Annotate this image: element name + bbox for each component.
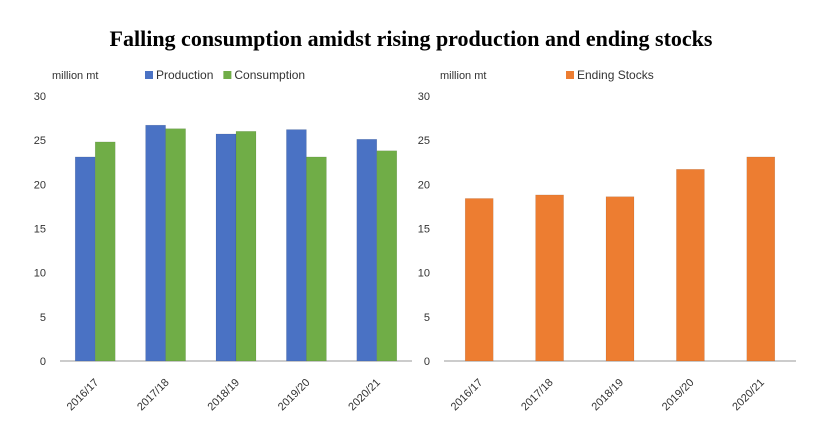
y-tick-label: 0 bbox=[40, 356, 46, 368]
x-tick-label: 2020/21 bbox=[346, 377, 383, 414]
x-tick-label: 2020/21 bbox=[730, 377, 767, 414]
bar-ending-stocks bbox=[535, 194, 564, 362]
y-tick-label: 5 bbox=[424, 312, 430, 324]
x-tick-label: 2016/17 bbox=[65, 377, 102, 414]
bar-ending-stocks bbox=[464, 198, 494, 362]
bar-production bbox=[356, 139, 378, 362]
y-tick-label: 15 bbox=[418, 224, 430, 236]
y-tick-label: 5 bbox=[40, 312, 46, 324]
legend-label: Production bbox=[156, 68, 213, 82]
x-tick-label: 2019/20 bbox=[276, 377, 313, 414]
bar-consumption bbox=[376, 150, 398, 362]
y-tick-label: 30 bbox=[418, 91, 430, 103]
legend-label: Consumption bbox=[234, 68, 305, 82]
y-tick-label: 10 bbox=[418, 268, 430, 280]
y-tick-label: 20 bbox=[418, 179, 430, 191]
bar-production bbox=[286, 129, 307, 362]
legend-swatch bbox=[566, 71, 574, 79]
bar-production bbox=[74, 156, 96, 362]
bar-production bbox=[215, 133, 237, 362]
bar-production bbox=[145, 124, 166, 362]
x-tick-label: 2016/17 bbox=[449, 377, 486, 414]
legend-swatch bbox=[223, 71, 232, 79]
legend-label: Ending Stocks bbox=[577, 68, 654, 82]
bar-ending-stocks bbox=[746, 156, 776, 362]
y-tick-label: 30 bbox=[34, 91, 46, 103]
bar-consumption bbox=[306, 156, 327, 362]
y-tick-label: 25 bbox=[34, 135, 46, 147]
bar-consumption bbox=[165, 128, 186, 362]
chart-title: Falling consumption amidst rising produc… bbox=[109, 26, 713, 51]
y-tick-label: 20 bbox=[34, 179, 46, 191]
x-tick-label: 2019/20 bbox=[660, 377, 697, 414]
y-tick-label: 15 bbox=[34, 224, 46, 236]
x-tick-label: 2017/18 bbox=[519, 377, 556, 414]
x-tick-label: 2017/18 bbox=[135, 377, 172, 414]
y-tick-label: 25 bbox=[418, 135, 430, 147]
y-axis-label: million mt bbox=[440, 70, 486, 82]
y-tick-label: 0 bbox=[424, 356, 430, 368]
bar-consumption bbox=[235, 131, 257, 362]
x-tick-label: 2018/19 bbox=[590, 377, 627, 414]
x-tick-label: 2018/19 bbox=[206, 377, 243, 414]
y-tick-label: 10 bbox=[34, 268, 46, 280]
y-axis-label: million mt bbox=[52, 70, 98, 82]
legend-swatch bbox=[145, 71, 153, 79]
bar-ending-stocks bbox=[676, 169, 705, 362]
bar-ending-stocks bbox=[605, 196, 635, 362]
bar-consumption bbox=[94, 141, 116, 362]
